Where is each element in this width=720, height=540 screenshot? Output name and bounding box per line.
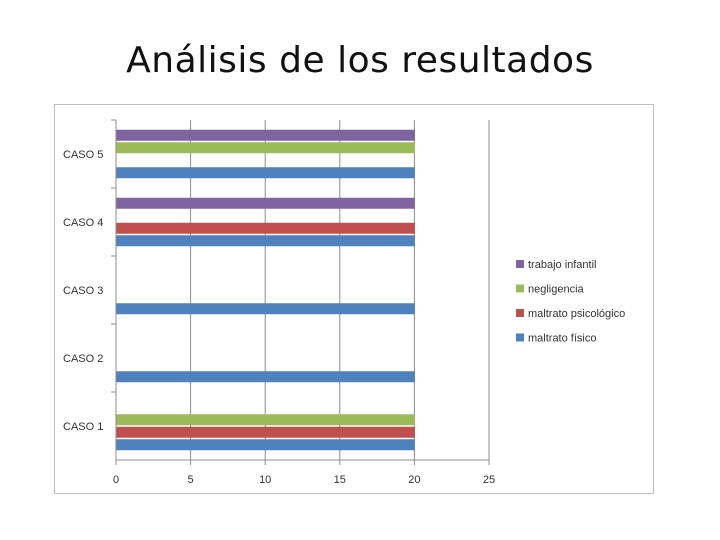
legend-label: trabajo infantil <box>528 259 597 271</box>
x-tick-label: 20 <box>408 474 420 486</box>
bar-maltrato-físico-CASO-3 <box>116 303 415 315</box>
bar-maltrato-psicológico-CASO-4 <box>116 222 415 234</box>
x-tick-label: 25 <box>483 474 495 486</box>
legend-label: negligencia <box>528 284 585 296</box>
bar-negligencia-CASO-1 <box>116 414 415 426</box>
bar-trabajo-infantil-CASO-5 <box>116 129 415 141</box>
x-tick-label: 5 <box>188 474 194 486</box>
category-label: CASO 4 <box>63 217 103 229</box>
x-tick-label: 0 <box>113 474 119 486</box>
legend-swatch <box>516 260 524 268</box>
bar-maltrato-físico-CASO-5 <box>116 167 415 179</box>
bar-trabajo-infantil-CASO-4 <box>116 197 415 209</box>
legend-label: maltrato psicológico <box>528 308 625 320</box>
bar-negligencia-CASO-5 <box>116 142 415 154</box>
category-label: CASO 5 <box>63 149 103 161</box>
x-tick-label: 15 <box>334 474 346 486</box>
category-label: CASO 1 <box>63 421 103 433</box>
category-label: CASO 2 <box>63 353 103 365</box>
bar-maltrato-físico-CASO-2 <box>116 371 415 383</box>
legend-swatch <box>516 284 524 293</box>
slide-title: Análisis de los resultados <box>126 40 594 81</box>
bar-maltrato-físico-CASO-4 <box>116 235 415 247</box>
category-label: CASO 3 <box>63 285 103 297</box>
x-tick-label: 10 <box>259 474 271 486</box>
legend-swatch <box>516 309 524 317</box>
legend-swatch <box>516 333 524 342</box>
legend-label: maltrato físico <box>528 333 596 345</box>
bar-maltrato-psicológico-CASO-1 <box>116 426 415 438</box>
bar-maltrato-físico-CASO-1 <box>116 439 415 451</box>
